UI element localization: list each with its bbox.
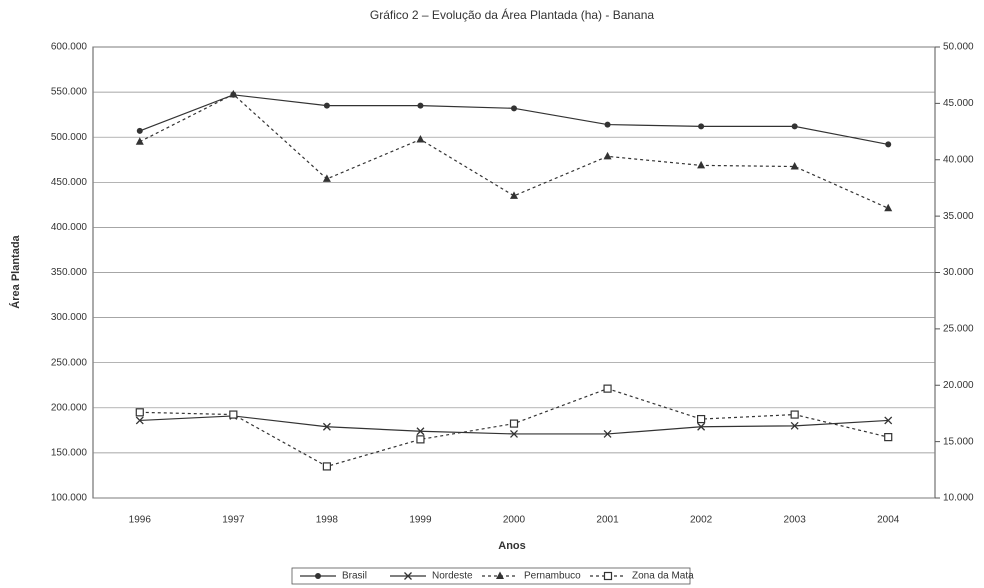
point bbox=[135, 137, 144, 145]
legend-label: Nordeste bbox=[432, 571, 473, 582]
point bbox=[416, 134, 425, 143]
point bbox=[790, 410, 799, 419]
x-tick-label: 2002 bbox=[690, 515, 713, 526]
point bbox=[885, 141, 892, 148]
y2-tick-label: 25.000 bbox=[943, 324, 974, 335]
point bbox=[697, 422, 706, 431]
y2-tick-label: 50.000 bbox=[943, 42, 974, 53]
point bbox=[510, 191, 518, 199]
point bbox=[416, 427, 425, 436]
point bbox=[604, 121, 611, 128]
x-tick-label: 1998 bbox=[316, 515, 339, 526]
x-tick-label: 2001 bbox=[596, 515, 619, 526]
y-tick-label: 300.000 bbox=[51, 312, 88, 323]
point bbox=[698, 123, 705, 130]
y-tick-label: 100.000 bbox=[51, 493, 88, 504]
y-axis-title: Área Plantada bbox=[9, 234, 22, 308]
x-tick-label: 2004 bbox=[877, 515, 900, 526]
y2-tick-label: 40.000 bbox=[943, 154, 974, 165]
point bbox=[790, 162, 799, 170]
y-tick-label: 500.000 bbox=[51, 132, 88, 143]
point bbox=[135, 416, 144, 425]
point bbox=[511, 105, 517, 112]
point bbox=[791, 123, 798, 130]
x-tick-label: 2000 bbox=[503, 515, 526, 526]
y-tick-label: 400.000 bbox=[51, 222, 88, 233]
y-tick-label: 550.000 bbox=[51, 87, 88, 98]
point bbox=[416, 435, 425, 444]
x-tick-label: 2003 bbox=[784, 515, 807, 526]
point bbox=[603, 151, 612, 160]
chart-title: Gráfico 2 – Evolução da Área Plantada (h… bbox=[370, 7, 655, 22]
y2-tick-label: 45.000 bbox=[943, 98, 974, 109]
y-tick-label: 200.000 bbox=[51, 402, 88, 413]
legend-label: Pernambuco bbox=[524, 571, 581, 582]
point bbox=[417, 102, 424, 109]
point bbox=[322, 422, 331, 431]
x-tick-label: 1997 bbox=[222, 515, 245, 526]
point bbox=[697, 160, 706, 169]
y2-tick-label: 20.000 bbox=[943, 380, 974, 391]
legend-marker bbox=[315, 573, 321, 579]
point bbox=[510, 429, 518, 438]
x-tick-label: 1999 bbox=[409, 515, 432, 526]
legend-label: Zona da Mata bbox=[632, 571, 694, 582]
point bbox=[229, 410, 238, 419]
point bbox=[697, 414, 706, 424]
point bbox=[884, 416, 893, 425]
y-tick-label: 450.000 bbox=[51, 177, 88, 188]
point bbox=[229, 89, 238, 98]
y-tick-label: 150.000 bbox=[51, 448, 88, 459]
legend-marker bbox=[404, 572, 412, 580]
x-tick-label: 1996 bbox=[129, 515, 152, 526]
point bbox=[322, 174, 331, 182]
point bbox=[322, 462, 331, 471]
y2-tick-label: 10.000 bbox=[943, 493, 974, 504]
legend-label: Brasil bbox=[342, 571, 367, 582]
legend-marker bbox=[603, 571, 613, 581]
y-tick-label: 350.000 bbox=[51, 267, 88, 278]
y2-tick-label: 15.000 bbox=[943, 436, 974, 447]
point bbox=[603, 429, 612, 438]
series-line bbox=[139, 93, 889, 209]
y2-tick-label: 35.000 bbox=[943, 211, 974, 222]
x-axis-title: Anos bbox=[498, 540, 526, 552]
y-tick-label: 250.000 bbox=[51, 357, 88, 368]
point bbox=[790, 421, 799, 430]
y-tick-label: 600.000 bbox=[51, 42, 88, 53]
legend-marker bbox=[496, 571, 504, 579]
point bbox=[135, 408, 144, 417]
point bbox=[509, 419, 519, 428]
point bbox=[603, 384, 612, 393]
y2-tick-label: 30.000 bbox=[943, 267, 974, 278]
point bbox=[884, 433, 893, 442]
point bbox=[136, 127, 143, 134]
point bbox=[884, 203, 893, 212]
point bbox=[323, 102, 330, 109]
